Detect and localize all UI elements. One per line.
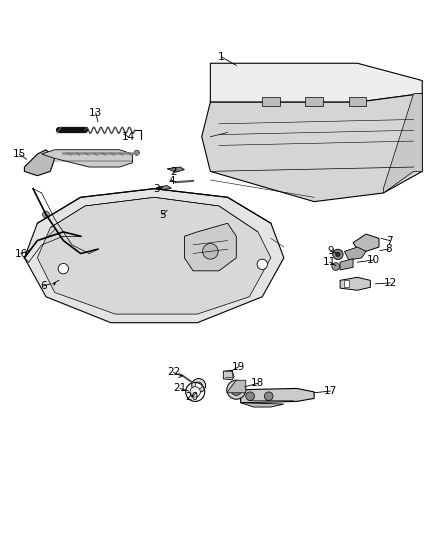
Text: 8: 8 [385, 244, 392, 254]
Circle shape [336, 252, 340, 256]
Text: 10: 10 [367, 255, 380, 265]
Text: 5: 5 [159, 209, 166, 220]
Text: 16: 16 [14, 248, 28, 259]
Circle shape [265, 392, 273, 401]
Circle shape [77, 246, 84, 253]
Text: 18: 18 [251, 378, 265, 388]
Polygon shape [344, 280, 349, 287]
Circle shape [257, 259, 268, 270]
Text: 11: 11 [323, 257, 336, 267]
Polygon shape [25, 150, 55, 176]
Polygon shape [340, 277, 371, 290]
Text: 12: 12 [384, 278, 397, 288]
Text: 13: 13 [89, 108, 102, 118]
Circle shape [58, 263, 68, 274]
Circle shape [246, 392, 254, 401]
Text: 3: 3 [153, 184, 159, 193]
Text: 9: 9 [327, 246, 334, 256]
Text: 7: 7 [386, 236, 393, 246]
Bar [305, 97, 323, 107]
Text: 4: 4 [168, 176, 175, 186]
Circle shape [202, 244, 218, 259]
Polygon shape [353, 234, 379, 252]
Circle shape [231, 384, 242, 395]
Text: 15: 15 [13, 149, 26, 159]
Text: 17: 17 [324, 386, 337, 396]
Polygon shape [37, 197, 271, 314]
Text: 2: 2 [170, 167, 177, 177]
Polygon shape [25, 189, 284, 322]
Polygon shape [340, 259, 353, 270]
Circle shape [227, 380, 246, 399]
Text: 21: 21 [173, 383, 187, 393]
Polygon shape [210, 63, 422, 102]
Circle shape [60, 233, 67, 240]
Circle shape [61, 150, 66, 155]
Polygon shape [42, 150, 133, 167]
Circle shape [42, 211, 49, 218]
Circle shape [134, 150, 139, 155]
Text: 14: 14 [122, 132, 135, 142]
Polygon shape [184, 223, 236, 271]
Text: 6: 6 [41, 281, 47, 291]
Text: 19: 19 [232, 362, 245, 372]
Polygon shape [240, 403, 284, 407]
Polygon shape [167, 167, 184, 172]
Bar [262, 97, 279, 107]
Circle shape [333, 249, 343, 260]
Circle shape [192, 378, 205, 392]
Polygon shape [202, 93, 422, 201]
Text: 1: 1 [218, 52, 224, 62]
Polygon shape [240, 389, 314, 403]
Polygon shape [227, 380, 246, 393]
Polygon shape [159, 185, 171, 190]
Text: 20: 20 [185, 392, 198, 402]
Polygon shape [383, 93, 422, 193]
Polygon shape [344, 247, 366, 260]
Text: 22: 22 [167, 367, 180, 377]
Bar [349, 97, 366, 107]
Polygon shape [223, 370, 234, 380]
Circle shape [195, 382, 202, 389]
Circle shape [190, 387, 201, 397]
Circle shape [332, 263, 339, 270]
